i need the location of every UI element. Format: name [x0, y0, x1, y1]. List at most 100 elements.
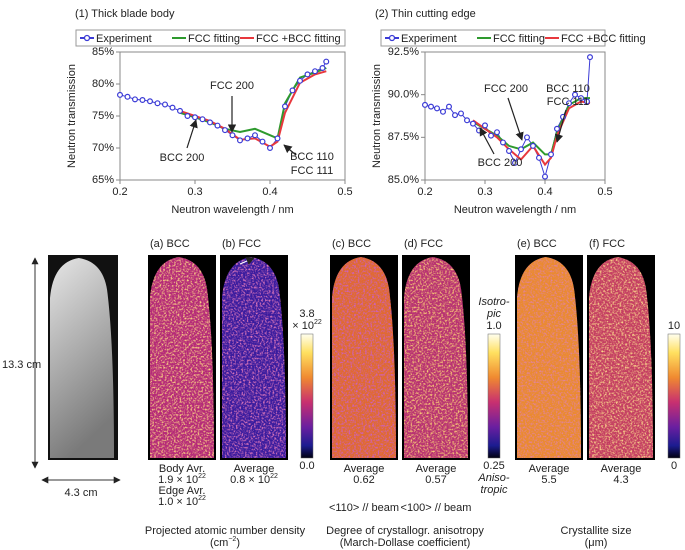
legend-label: FCC fitting: [188, 33, 240, 45]
group-caption: Crystallite size: [561, 525, 632, 537]
annotation: BCC 200: [160, 152, 205, 164]
y-tick-label: 92.5%: [388, 46, 419, 58]
map-noise: [589, 257, 653, 458]
map-caption: 0.8 × 1022: [230, 473, 278, 486]
colorbar-label-text: × 10: [292, 320, 314, 332]
map-caption-text: 1.0 × 10: [158, 496, 198, 508]
map-label: (b) FCC: [222, 238, 261, 250]
group-caption-sup: −2: [228, 536, 236, 543]
group-caption-text: Degree of crystallogr. anisotropy: [326, 525, 484, 537]
annotation-arrow: [283, 144, 297, 156]
map-caption: 1.9 × 1022: [158, 473, 206, 486]
map-noise: [222, 257, 286, 458]
data-point: [323, 58, 330, 65]
x-tick-label: 0.3: [477, 186, 492, 198]
y-tick-label: 70%: [92, 142, 114, 154]
data-point: [289, 87, 296, 94]
colorbar-label: 10: [668, 320, 680, 332]
blade-photo: [50, 258, 114, 458]
data-point: [184, 112, 191, 119]
series-line: [119, 61, 327, 149]
y-axis-label: Neutron transmission: [371, 64, 383, 168]
data-point: [571, 91, 578, 98]
colorbar-label: 0.0: [299, 460, 314, 472]
legend-box: [75, 29, 346, 47]
data-point: [464, 117, 471, 124]
data-point: [207, 119, 214, 126]
data-point: [529, 142, 536, 149]
map-noise: [517, 257, 581, 458]
map-caption: 5.5: [541, 474, 556, 486]
chart-title: (2) Thin cutting edge: [375, 8, 476, 20]
legend-marker: [388, 34, 396, 42]
colorbar-label: Aniso-: [477, 472, 510, 484]
map-caption-sup: 22: [198, 473, 206, 480]
map-noise: [332, 257, 396, 458]
data-point: [458, 110, 465, 117]
map-caption: Average: [529, 463, 570, 475]
colorbar-label-text: Isotro-: [478, 296, 510, 308]
data-point: [523, 134, 530, 141]
x-tick-label: 0.2: [112, 186, 127, 198]
legend-label: FCC +BCC fitting: [256, 33, 341, 45]
group-caption: (March-Dollase coefficient): [340, 537, 471, 549]
group-caption: (cm−2): [210, 536, 240, 549]
map-label: (a) BCC: [150, 238, 190, 250]
colorbar-label-text: 0.25: [483, 460, 504, 472]
y-tick-label: 85.0%: [388, 174, 419, 186]
colorbar-label: Isotro-: [478, 296, 510, 308]
map: [589, 257, 653, 458]
map: [222, 257, 286, 458]
data-point: [547, 151, 554, 158]
map-label: (f) FCC: [589, 238, 625, 250]
data-point: [116, 91, 123, 98]
annotation-arrow: [507, 97, 524, 141]
map-caption-text: 0.8 × 10: [230, 474, 270, 486]
annotation: FCC 111: [547, 96, 589, 108]
colorbar-label-text: tropic: [481, 484, 508, 496]
map-label: (c) BCC: [332, 238, 371, 250]
colorbar-label-text: 0: [671, 460, 677, 472]
annotation: BCC 200: [478, 157, 523, 169]
data-point: [139, 96, 146, 103]
map-caption: Average: [601, 463, 642, 475]
group-caption: (μm): [585, 537, 608, 549]
group-caption-text: (March-Dollase coefficient): [340, 537, 471, 549]
map-caption-text: 0.62: [353, 474, 374, 486]
data-point: [517, 146, 524, 153]
width-label: 4.3 cm: [64, 487, 97, 499]
legend-label: Experiment: [96, 33, 152, 45]
data-point: [583, 98, 590, 105]
data-point: [147, 98, 154, 105]
data-point: [199, 116, 206, 123]
data-point: [304, 71, 311, 78]
x-axis-label: Neutron wavelength / nm: [454, 204, 576, 216]
map-caption: Average: [416, 463, 457, 475]
colorbar: [487, 333, 501, 459]
group-caption-text: Projected atomic number density: [145, 525, 306, 537]
legend-label: Experiment: [401, 33, 457, 45]
data-point: [282, 103, 289, 110]
annotation: FCC 111: [291, 165, 333, 177]
colorbar-label: 0.25: [483, 460, 504, 472]
beam-arrow: [239, 257, 255, 265]
annotation-arrow: [186, 119, 198, 149]
group-caption: Projected atomic number density: [145, 525, 306, 537]
colorbar-label-sup: 22: [314, 319, 322, 326]
colorbar-label-text: pic: [486, 308, 502, 320]
map-note: <100> // beam: [401, 502, 472, 514]
map-caption-text: Average: [234, 463, 275, 475]
map: [332, 257, 396, 458]
colorbar-label: 3.8: [299, 308, 314, 320]
y-tick-label: 75%: [92, 110, 114, 122]
x-tick-label: 0.3: [187, 186, 202, 198]
data-point: [222, 127, 229, 134]
map-caption: 1.0 × 1022: [158, 495, 206, 508]
data-point: [446, 103, 453, 110]
data-point: [177, 107, 184, 114]
data-point: [252, 132, 259, 139]
colorbar: [300, 333, 314, 459]
data-point: [297, 77, 304, 84]
colorbar-label: 1.0: [486, 320, 501, 332]
